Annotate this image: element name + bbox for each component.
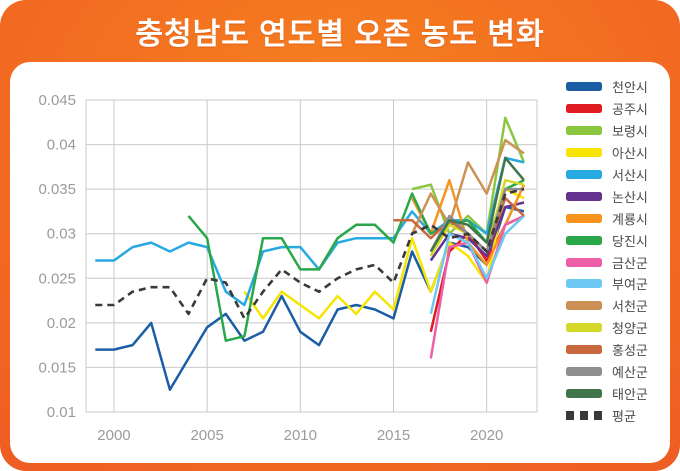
y-axis-tick-label: 0.045 xyxy=(38,92,76,109)
legend-item: 예산군 xyxy=(566,361,666,383)
x-axis-tick-label: 2020 xyxy=(470,427,503,444)
series-line xyxy=(187,179,525,342)
y-axis-tick-label: 0.03 xyxy=(47,226,76,243)
legend-swatch-icon xyxy=(566,367,602,377)
legend-item: 평균 xyxy=(566,404,666,426)
series-line xyxy=(243,187,525,320)
legend-label: 아산시 xyxy=(612,146,648,162)
legend-swatch-icon xyxy=(566,148,602,158)
y-axis-tick-label: 0.02 xyxy=(47,315,76,332)
legend-swatch-icon xyxy=(566,301,602,311)
legend-label: 청양군 xyxy=(612,321,648,337)
page-title: 충청남도 연도별 오존 농도 변화 xyxy=(135,18,545,51)
legend-item: 당진시 xyxy=(566,229,666,251)
series-line xyxy=(429,214,525,315)
x-axis-tick-label: 2010 xyxy=(284,427,317,444)
ozone-line-chart: 0.01 0.015 0.02 0.025 0.03 0.035 0.04 0.045 2000… xyxy=(38,92,538,444)
x-axis-tick-label: 2015 xyxy=(377,427,410,444)
series-line xyxy=(95,187,525,320)
series-line xyxy=(429,214,525,359)
y-axis-tick-label: 0.035 xyxy=(38,181,76,198)
legend-swatch-icon xyxy=(566,323,602,333)
series-line xyxy=(429,156,525,253)
series-line xyxy=(95,205,525,391)
legend-swatch-icon xyxy=(566,257,602,267)
legend-item: 태안군 xyxy=(566,382,666,404)
legend-label: 평균 xyxy=(612,408,636,424)
legend-item: 아산시 xyxy=(566,142,666,164)
legend-item: 홍성군 xyxy=(566,339,666,361)
legend-swatch-icon xyxy=(566,104,602,114)
legend-swatch-icon xyxy=(566,170,602,179)
series-line xyxy=(95,156,525,307)
legend-item: 서천군 xyxy=(566,295,666,317)
legend-label: 서천군 xyxy=(612,299,648,315)
legend-label: 논산시 xyxy=(612,189,648,205)
legend-label: 계룡시 xyxy=(612,211,648,227)
legend-item: 공주시 xyxy=(566,98,666,120)
legend-item: 금산군 xyxy=(566,251,666,273)
legend-swatch-icon xyxy=(566,191,602,201)
series-line xyxy=(411,116,526,235)
legend-item: 서산시 xyxy=(566,164,666,186)
legend-item: 보령시 xyxy=(566,120,666,142)
legend-swatch-icon xyxy=(566,388,602,398)
chart-card: 0.01 0.015 0.02 0.025 0.03 0.035 0.04 0.045 2000… xyxy=(10,62,670,463)
y-axis-tick-label: 0.04 xyxy=(47,137,76,154)
legend-label: 천안시 xyxy=(612,80,648,96)
header: 충청남도 연도별 오존 농도 변화 xyxy=(0,0,680,62)
legend-item: 청양군 xyxy=(566,317,666,339)
x-axis-tick-label: 2005 xyxy=(190,427,223,444)
legend-item: 부여군 xyxy=(566,273,666,295)
legend-label: 예산군 xyxy=(612,365,648,381)
legend-swatch-icon xyxy=(566,410,602,420)
legend-swatch-icon xyxy=(566,345,602,355)
y-axis-tick-label: 0.025 xyxy=(38,270,76,287)
y-axis-tick-label: 0.01 xyxy=(47,404,76,421)
legend-item: 천안시 xyxy=(566,76,666,98)
legend-label: 홍성군 xyxy=(612,343,648,359)
legend-label: 태안군 xyxy=(612,386,648,402)
legend-label: 보령시 xyxy=(612,124,648,140)
series-line xyxy=(410,138,525,235)
x-axis-tick-label: 2000 xyxy=(97,427,130,444)
legend-label: 부여군 xyxy=(612,277,648,293)
legend-swatch-icon xyxy=(566,126,602,136)
legend-item: 논산시 xyxy=(566,185,666,207)
legend-swatch-icon xyxy=(566,82,602,92)
legend-label: 공주시 xyxy=(612,102,648,118)
legend-swatch-icon xyxy=(566,279,602,289)
legend-item: 계룡시 xyxy=(566,207,666,229)
legend-swatch-icon xyxy=(566,213,602,223)
legend-label: 당진시 xyxy=(612,233,648,249)
y-axis-tick-label: 0.015 xyxy=(38,359,76,376)
legend-label: 금산군 xyxy=(612,255,648,271)
legend-swatch-icon xyxy=(566,235,602,245)
legend-label: 서산시 xyxy=(612,168,648,183)
series-line xyxy=(429,201,525,262)
